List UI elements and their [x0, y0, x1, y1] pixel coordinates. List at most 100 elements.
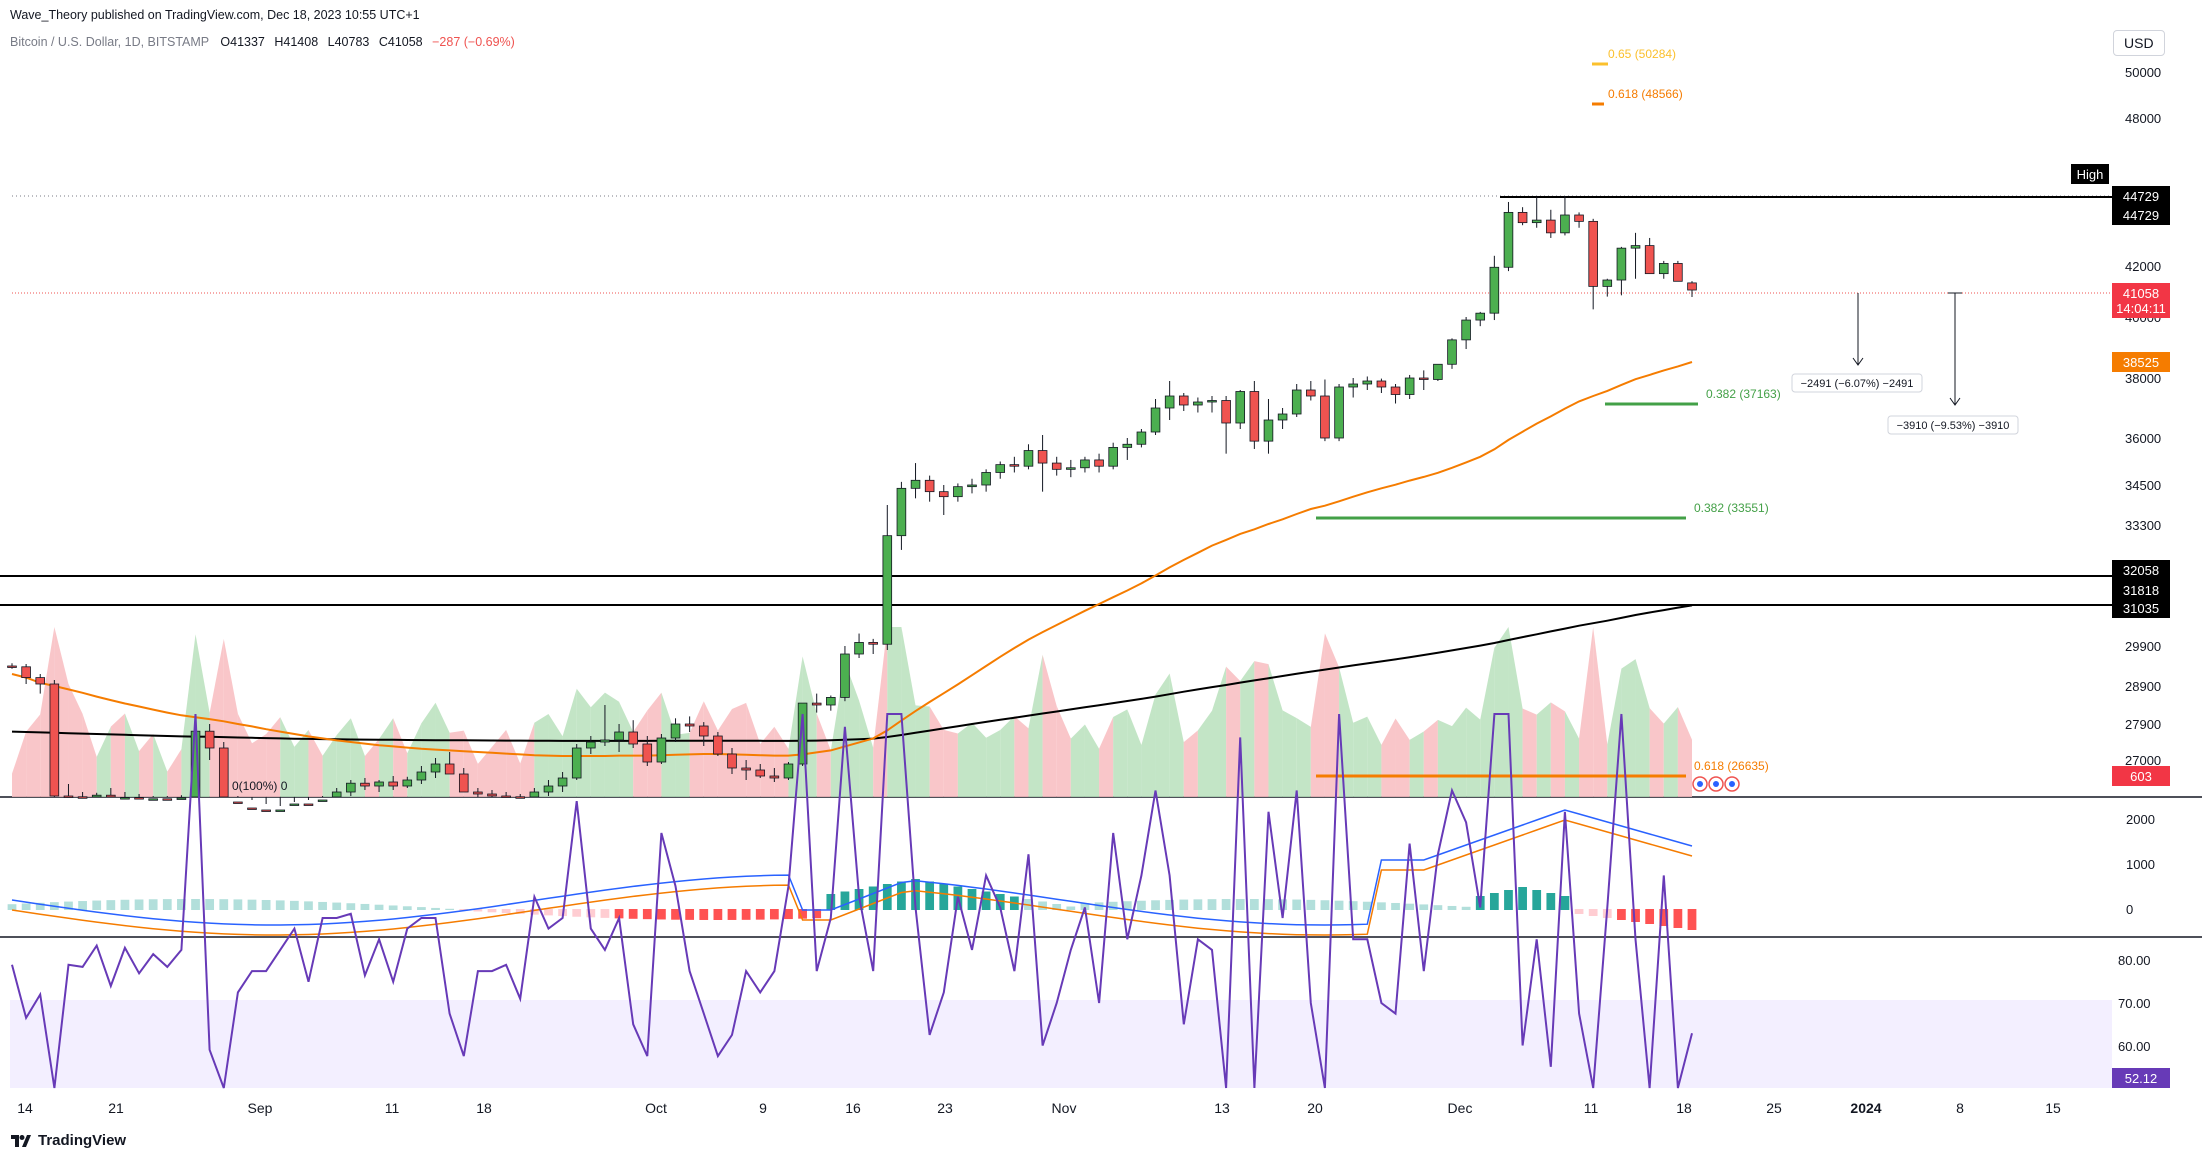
volume-area — [1423, 719, 1438, 797]
candle — [7, 665, 17, 668]
price-badge-label: 14:04:11 — [2116, 301, 2166, 316]
candle — [49, 683, 60, 797]
price-axis-label: 33300 — [2125, 518, 2161, 533]
macd-histogram-bar — [1052, 904, 1062, 910]
macd-histogram-bar — [713, 909, 723, 920]
candle — [741, 767, 751, 771]
x-axis-label: 18 — [476, 1100, 492, 1116]
price-axis-label: 27900 — [2125, 717, 2161, 732]
candle — [360, 782, 370, 787]
volume-area — [139, 734, 154, 797]
tradingview-icon — [11, 1134, 31, 1147]
volume-area — [986, 730, 1001, 797]
macd-histogram-bar — [1221, 899, 1231, 910]
macd-histogram-bar — [219, 899, 229, 910]
price-badge — [2112, 298, 2170, 318]
ohlc-open: O41337 — [220, 35, 265, 49]
candle — [614, 731, 624, 741]
candle — [1475, 312, 1486, 321]
macd-histogram-bar — [1278, 899, 1287, 910]
volume-area — [237, 713, 252, 797]
macd-histogram-bar — [515, 909, 525, 914]
volume-area — [492, 729, 507, 797]
candle — [938, 491, 949, 498]
candle — [247, 807, 257, 810]
candle — [162, 798, 173, 801]
candle — [684, 723, 695, 727]
candle — [868, 642, 878, 645]
volume-area — [746, 702, 761, 797]
candle — [218, 747, 229, 798]
x-axis-label: Sep — [248, 1100, 273, 1116]
x-axis-label: 23 — [937, 1100, 953, 1116]
macd-histogram-bar — [1038, 901, 1047, 910]
macd-histogram-bar — [78, 901, 87, 910]
macd-histogram-bar — [1080, 903, 1090, 910]
price-badge-label: 31035 — [2123, 601, 2159, 616]
candle — [1150, 407, 1161, 433]
macd-histogram-bar — [897, 881, 906, 910]
candle — [882, 535, 893, 645]
price-axis-label: 48000 — [2125, 111, 2161, 126]
price-badge — [2112, 598, 2170, 618]
macd-histogram-bar — [134, 899, 144, 910]
tradingview-logo[interactable]: TradingView — [10, 1132, 126, 1149]
candle — [501, 795, 511, 798]
volume-area — [1282, 710, 1297, 797]
candle — [1531, 219, 1542, 224]
candle — [1687, 282, 1697, 291]
volume-area — [929, 706, 944, 797]
candle — [1461, 319, 1471, 341]
macd-histogram-bar — [120, 899, 130, 910]
volume-area — [1310, 633, 1325, 797]
x-axis-label: 20 — [1307, 1100, 1323, 1116]
macd-histogram-bar — [1687, 909, 1697, 930]
candle — [797, 702, 808, 765]
currency-button[interactable]: USD — [2113, 30, 2165, 56]
macd-histogram-bar — [374, 904, 384, 910]
candle — [1489, 266, 1500, 314]
volume-area — [859, 700, 874, 797]
candle — [557, 777, 568, 787]
macd-histogram-bar — [459, 909, 469, 911]
candle — [769, 775, 780, 779]
candle — [1433, 363, 1443, 380]
macd-histogram-bar — [1461, 906, 1471, 910]
candle — [1122, 443, 1133, 448]
measure-label: −2491 (−6.07%) −2491 — [1801, 378, 1914, 390]
macd-histogram-bar — [1292, 899, 1302, 910]
macd-histogram-bar — [1532, 890, 1542, 910]
fib-label: 0.65 (50284) — [1608, 47, 1676, 61]
candle — [1574, 214, 1584, 222]
candle — [1263, 419, 1274, 442]
volume-area — [1042, 654, 1057, 797]
candle — [444, 763, 455, 775]
macd-histogram-bar — [1320, 900, 1330, 910]
volume-area — [477, 746, 492, 797]
macd-histogram-bar — [1617, 909, 1626, 920]
volume-area — [96, 726, 111, 797]
macd-histogram-bar — [1377, 902, 1386, 910]
candle — [1376, 380, 1387, 388]
candle — [346, 782, 356, 793]
candle — [642, 743, 653, 763]
volume-area — [336, 718, 351, 797]
x-axis-label: Oct — [645, 1100, 667, 1116]
candle — [120, 797, 130, 800]
candle — [303, 803, 314, 806]
candle — [35, 677, 46, 685]
volume-area — [1127, 709, 1142, 797]
volume-area — [732, 702, 747, 797]
candle — [21, 666, 31, 678]
candle — [1644, 245, 1655, 275]
macd-histogram-bar — [1193, 899, 1203, 910]
volume-area — [1550, 702, 1565, 797]
candle — [275, 809, 286, 812]
rsi-line — [11, 713, 1693, 1089]
ohlc-high: H41408 — [274, 35, 319, 49]
macd-histogram-bar — [1504, 890, 1513, 910]
volume-area — [153, 734, 168, 797]
volume-area — [1324, 633, 1340, 797]
candle — [896, 487, 907, 537]
